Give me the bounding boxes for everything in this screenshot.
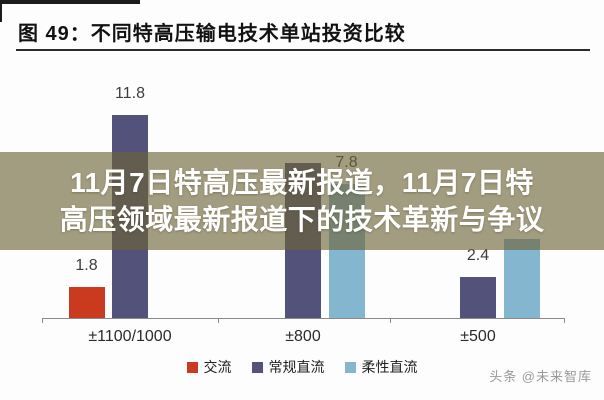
legend-item-conventional-dc: 常规直流 xyxy=(251,357,325,377)
bar-交流-±1100/1000 xyxy=(68,287,105,318)
x-axis-tick xyxy=(42,318,43,323)
legend-label-conventional-dc: 常规直流 xyxy=(268,359,325,375)
legend-item-ac: 交流 xyxy=(186,357,232,377)
bar-value-label: 1.8 xyxy=(75,257,98,274)
legend-swatch-ac xyxy=(186,361,198,373)
x-axis-line xyxy=(42,318,565,319)
x-tick-label: ±500 xyxy=(460,328,496,345)
x-axis-tick xyxy=(390,318,391,323)
bar-常规直流-±500 xyxy=(460,277,496,318)
watermark: 头条 @未来智库 xyxy=(489,369,592,384)
bar-value-label: 2.4 xyxy=(466,247,490,264)
bar-柔性直流-±500 xyxy=(503,239,540,318)
legend-item-flexible-dc: 柔性直流 xyxy=(344,357,418,377)
legend-label-flexible-dc: 柔性直流 xyxy=(361,359,418,375)
news-headline-overlay: 11月7日特高压最新报道，11月7日特 高压领域最新报道下的技术革新与争议 xyxy=(0,152,604,250)
x-axis-tick xyxy=(218,318,219,323)
left-border-notch xyxy=(0,0,2,22)
legend-swatch-conventional-dc xyxy=(251,361,263,373)
legend: 交流 常规直流 柔性直流 xyxy=(0,357,604,377)
legend-label-ac: 交流 xyxy=(203,359,232,375)
title-divider xyxy=(16,49,590,51)
x-axis-tick xyxy=(564,318,565,323)
headline-line-2: 高压领域最新报道下的技术革新与争议 xyxy=(59,204,545,235)
top-border-strip xyxy=(0,0,140,4)
headline-line-1: 11月7日特高压最新报道，11月7日特 xyxy=(70,167,534,198)
legend-swatch-flexible-dc xyxy=(344,361,356,373)
bar-value-label: 11.8 xyxy=(115,85,145,102)
figure-title: 图 49：不同特高压输电技术单站投资比较 xyxy=(18,23,406,45)
x-tick-label: ±1100/1000 xyxy=(88,328,172,345)
x-tick-label: ±800 xyxy=(285,328,321,345)
